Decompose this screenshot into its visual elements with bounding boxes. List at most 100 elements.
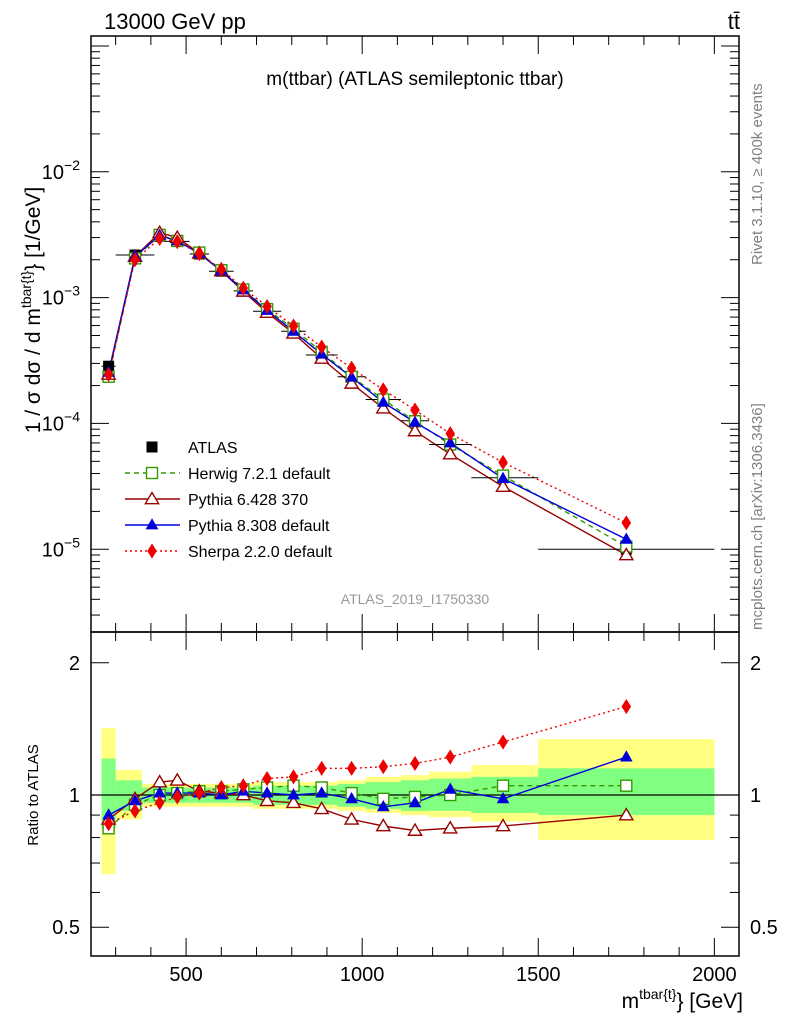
marker-diamond [288, 769, 299, 785]
x-tick-label: 1500 [516, 964, 561, 986]
uncertainty-band-inner [101, 758, 116, 829]
main-y-tick-base: 10 [42, 539, 64, 561]
x-axis-label: mtbar{t}} [GeV] [622, 986, 743, 1013]
marker-open-triangle [442, 446, 459, 460]
marker-filled-triangle [408, 795, 422, 808]
marker-filled-triangle [496, 792, 510, 804]
marker-diamond [346, 360, 357, 376]
ratio-series-layer [91, 698, 739, 836]
marker-filled-triangle [408, 415, 422, 427]
marker-diamond [103, 366, 114, 383]
main-y-tick-exponent: −5 [64, 534, 80, 550]
ratio-series-line [108, 756, 627, 816]
marker-open-triangle [618, 807, 635, 821]
ratio-series-line [108, 779, 627, 832]
marker-diamond [130, 803, 140, 819]
process-label: tt̄ [728, 9, 740, 34]
marker-open-triangle [169, 772, 186, 786]
marker-diamond [154, 795, 165, 811]
marker-diamond [262, 298, 272, 315]
series-line [107, 234, 627, 540]
marker-open-square [145, 466, 159, 480]
marker-diamond [172, 234, 183, 250]
marker-diamond [172, 789, 183, 805]
main-title: m(ttbar) (ATLAS semileptonic ttbar) [266, 69, 563, 90]
marker-open-triangle [375, 818, 392, 832]
marker-open-triangle [343, 811, 360, 825]
marker-filled-triangle [496, 471, 510, 483]
main-y-axis-label: 1 / σ dσ / d mtbar{t}} [1/GeV] [18, 187, 45, 434]
ratio-panel: 0.5 0.5 1 1 2 2 500 1000 1500 2000 Ratio to ATLAS… [25, 631, 778, 1013]
legend-label: Herwig 7.2.1 default [188, 466, 331, 483]
main-y-tick-exponent: −2 [64, 157, 80, 173]
marker-open-square [620, 779, 633, 792]
marker-diamond [316, 339, 327, 355]
marker-open-triangle [259, 792, 275, 807]
marker-filled-triangle [619, 750, 633, 762]
marker-diamond [130, 252, 140, 268]
ratio-y-tick-label-right: 2 [750, 653, 761, 675]
marker-diamond [288, 318, 299, 334]
series-line [107, 231, 627, 556]
marker-diamond [410, 402, 420, 418]
marker-diamond [316, 760, 327, 776]
marker-open-triangle [618, 547, 635, 561]
marker-diamond [621, 515, 632, 531]
marker-filled-triangle [345, 370, 358, 382]
legend: ATLAS Herwig 7.2.1 default Pythia 6.428 37… [125, 440, 333, 561]
ratio-ticks: 0.5 0.5 1 1 2 2 500 1000 1500 2000 [52, 632, 778, 986]
main-y-tick-exponent: −4 [64, 408, 80, 424]
main-y-tick-base: 10 [42, 162, 64, 184]
legend-label: Sherpa 2.2.0 default [188, 544, 333, 561]
marker-open-triangle [343, 375, 360, 389]
rivet-label: Rivet 3.1.10, ≥ 400k events [749, 83, 766, 265]
main-y-tick-label: 10−4 [42, 408, 80, 435]
x-tick-label: 1000 [340, 964, 385, 986]
marker-diamond [147, 543, 157, 559]
marker-open-triangle [313, 800, 330, 815]
marker-diamond [346, 760, 357, 776]
marker-diamond [216, 779, 227, 796]
marker-diamond [445, 749, 455, 765]
main-y-label-superscript: tbar{t} [18, 270, 34, 308]
ratio-frame [90, 631, 740, 957]
marker-diamond [262, 771, 272, 787]
marker-filled-triangle [376, 395, 390, 407]
x-label-suffix: } [GeV] [676, 990, 743, 1013]
main-panel: 10−510−410−310−2 m(ttbar) (ATLAS semilep… [18, 35, 740, 633]
ratio-y-tick-label-right: 1 [750, 785, 761, 807]
legend-label: ATLAS [188, 440, 238, 457]
marker-filled-square [146, 441, 158, 453]
x-tick-label: 2000 [692, 964, 737, 986]
marker-open-triangle [407, 822, 423, 836]
x-label-superscript: tbar{t} [639, 986, 677, 1002]
marker-filled-triangle [145, 518, 159, 530]
marker-open-triangle [375, 400, 392, 414]
marker-filled-triangle [315, 786, 329, 798]
marker-diamond [378, 382, 389, 398]
marker-filled-triangle [443, 782, 457, 794]
marker-diamond [621, 698, 632, 715]
source-label: mcplots.cern.ch [arXiv:1306.3436] [749, 403, 766, 630]
marker-filled-triangle [376, 799, 390, 812]
main-y-tick-label: 10−2 [42, 157, 80, 184]
marker-open-triangle [407, 423, 423, 437]
energy-label: 13000 GeV pp [104, 9, 246, 34]
main-y-label-suffix: } [1/GeV] [22, 187, 45, 271]
marker-open-triangle [442, 820, 459, 834]
marker-open-triangle [495, 818, 511, 832]
marker-open-square [496, 779, 510, 792]
marker-filled-triangle [345, 792, 358, 804]
marker-open-triangle [495, 478, 511, 492]
x-label-prefix: m [622, 990, 640, 1013]
main-y-ticks: 10−510−410−310−2 [42, 36, 739, 632]
marker-diamond [378, 759, 389, 775]
main-y-tick-label: 10−3 [42, 283, 80, 310]
marker-filled-triangle [443, 436, 457, 448]
ratio-y-tick-label-left: 1 [69, 785, 80, 807]
marker-diamond [216, 261, 227, 277]
marker-diamond [103, 816, 114, 832]
series-line [107, 237, 627, 524]
